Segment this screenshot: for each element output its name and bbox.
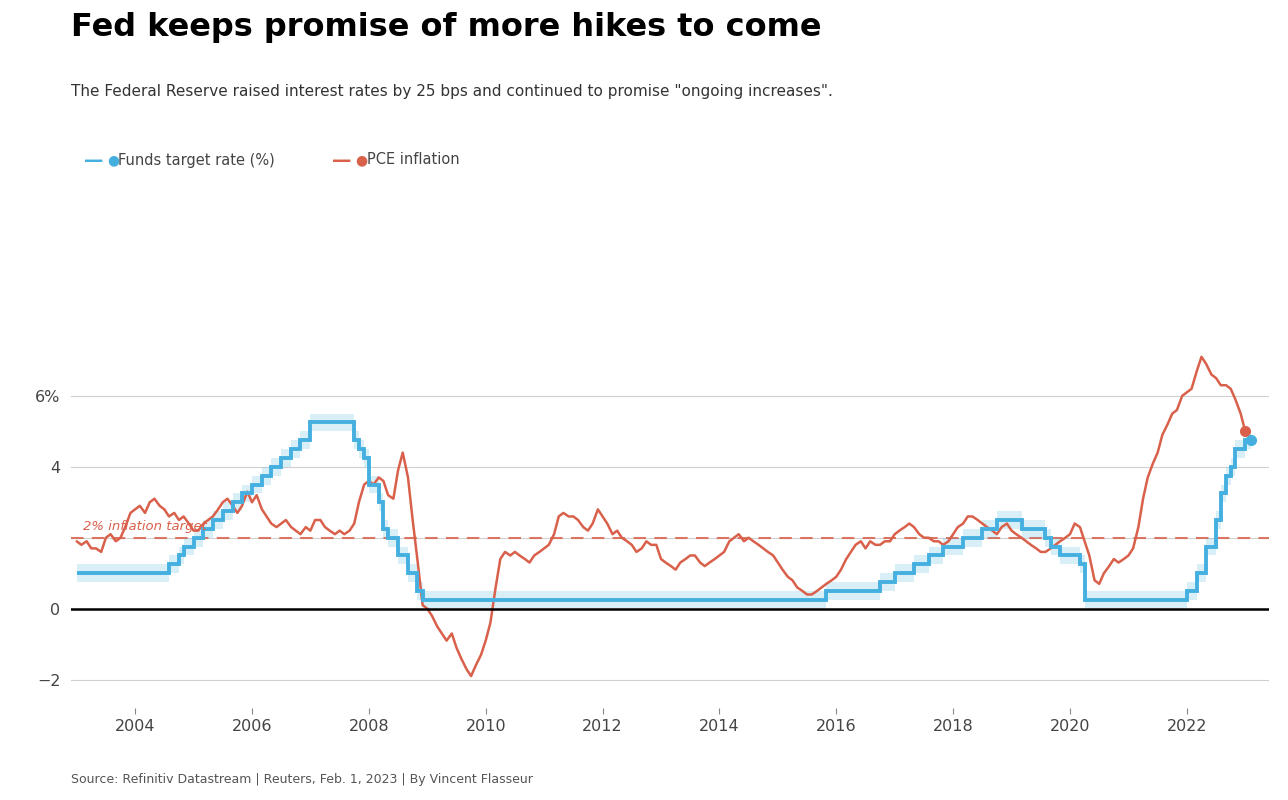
Text: ●: ● xyxy=(355,153,367,167)
Text: The Federal Reserve raised interest rates by 25 bps and continued to promise "on: The Federal Reserve raised interest rate… xyxy=(71,84,833,99)
Text: Funds target rate (%): Funds target rate (%) xyxy=(118,153,276,167)
Text: 2% inflation target: 2% inflation target xyxy=(82,521,206,534)
Text: Source: Refinitiv Datastream | Reuters, Feb. 1, 2023 | By Vincent Flasseur: Source: Refinitiv Datastream | Reuters, … xyxy=(71,773,533,786)
Text: —: — xyxy=(332,150,352,170)
Text: PCE inflation: PCE inflation xyxy=(367,153,460,167)
Text: —: — xyxy=(84,150,103,170)
Text: ●: ● xyxy=(107,153,118,167)
Text: Fed keeps promise of more hikes to come: Fed keeps promise of more hikes to come xyxy=(71,12,822,43)
